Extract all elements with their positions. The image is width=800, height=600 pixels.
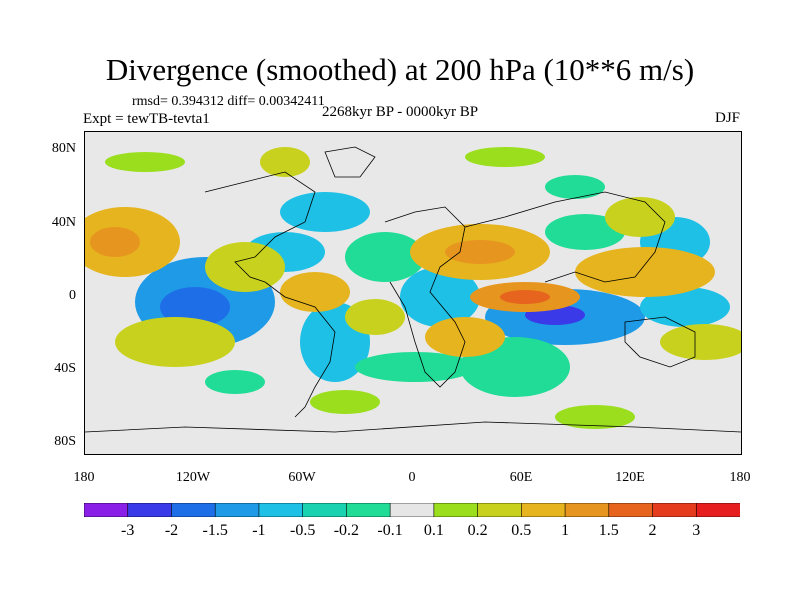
stats-label: rmsd= 0.394312 diff= 0.00342411	[132, 94, 325, 109]
lon-tick: 60E	[509, 470, 533, 485]
colorbar	[84, 503, 740, 517]
lon-tick: 60W	[288, 470, 316, 485]
blob	[115, 317, 235, 367]
south-america-coast	[264, 281, 336, 418]
blob	[555, 405, 635, 429]
eurasia-coast	[464, 191, 666, 283]
blob	[465, 147, 545, 167]
lon-tick: 120W	[175, 470, 211, 485]
colorbar-label: -1	[252, 522, 266, 539]
colorbar-label: 0.5	[511, 522, 532, 539]
lon-tick: 0	[408, 470, 416, 485]
colorbar-swatch	[477, 503, 523, 517]
negative-regions	[135, 175, 730, 397]
blob	[660, 324, 741, 360]
colorbar-label: 0.1	[423, 522, 444, 539]
colorbar-label: -3	[121, 522, 135, 539]
divergence-field	[85, 132, 741, 454]
colorbar-swatch	[695, 503, 740, 517]
colorbar-swatch	[433, 503, 479, 517]
colorbar-swatch	[608, 503, 654, 517]
colorbar-swatch	[521, 503, 566, 517]
lat-tick: 40S	[54, 361, 76, 376]
blob	[310, 390, 380, 414]
blob	[400, 267, 480, 327]
colorbar-swatch	[214, 503, 260, 517]
lon-tick: 120E	[615, 470, 645, 485]
colorbar-swatch	[171, 503, 217, 517]
blob	[545, 175, 605, 199]
antarctica-coast	[85, 421, 741, 433]
colorbar-swatch	[84, 503, 129, 517]
blob	[90, 227, 140, 257]
lat-tick: 40N	[51, 215, 76, 230]
colorbar-label: 2	[648, 522, 657, 539]
blob	[445, 240, 515, 264]
colorbar-label: 1.5	[598, 522, 619, 539]
blob	[575, 247, 715, 297]
australia-coast	[624, 316, 696, 368]
blob	[355, 352, 475, 382]
colorbar-label: -2	[164, 522, 179, 539]
map-title: Divergence (smoothed) at 200 hPa (10**6 …	[105, 52, 695, 87]
colorbar-label: -0.2	[333, 522, 360, 539]
lon-tick: 180	[729, 470, 751, 485]
experiment-label: Expt = tewTB-tevta1	[83, 111, 210, 127]
greenland-coast	[324, 146, 376, 178]
blob	[280, 192, 370, 232]
lat-tick: 0	[69, 288, 76, 303]
blob	[205, 370, 265, 394]
period-label: 2268kyr BP - 0000kyr BP	[322, 104, 479, 120]
colorbar-swatch	[346, 503, 391, 517]
blob	[260, 147, 310, 177]
positive-regions	[85, 147, 741, 429]
blob	[345, 232, 425, 282]
colorbar-label: -0.5	[290, 522, 316, 539]
blob	[105, 152, 185, 172]
colorbar-label: 1	[561, 522, 570, 539]
blob	[205, 242, 285, 292]
blob	[605, 197, 675, 237]
map-panel	[84, 131, 742, 455]
blob	[425, 317, 505, 357]
lat-tick: 80N	[51, 141, 76, 156]
colorbar-swatch	[652, 503, 698, 517]
colorbar-label: -0.1	[377, 522, 403, 539]
blob	[500, 290, 550, 304]
blob	[545, 214, 625, 250]
colorbar-swatch	[127, 503, 173, 517]
colorbar-label: 3	[692, 522, 701, 539]
colorbar-swatch	[258, 503, 304, 517]
colorbar-swatch	[564, 503, 610, 517]
season-label: DJF	[714, 110, 740, 126]
colorbar-label: 0.2	[467, 522, 488, 539]
colorbar-swatch	[389, 503, 435, 517]
north-america-coast	[204, 171, 316, 283]
blob	[280, 272, 350, 312]
coastlines	[85, 146, 741, 433]
colorbar-label: -1.5	[202, 522, 228, 539]
blob	[345, 299, 405, 335]
lon-tick: 180	[73, 470, 95, 485]
blob	[160, 287, 230, 327]
africa-coast	[384, 206, 466, 388]
colorbar-swatch	[302, 503, 348, 517]
lat-tick: 80S	[54, 434, 76, 449]
